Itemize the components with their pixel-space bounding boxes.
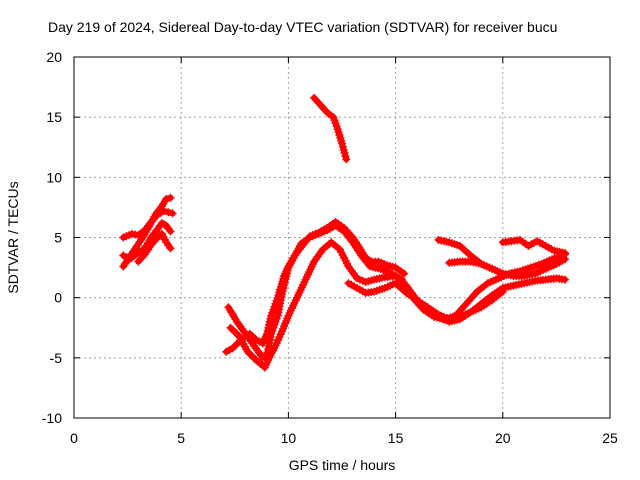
y-tick-label: 15: [46, 109, 62, 125]
data-marks: [119, 93, 569, 372]
data-point: [166, 227, 175, 236]
data-point: [162, 195, 171, 203]
x-tick-label: 0: [70, 430, 78, 446]
y-tick-label: 10: [46, 169, 62, 185]
series-arc8: [344, 274, 569, 324]
series-arc4: [134, 229, 175, 266]
axis-ticks: 0 5 10 15 20 25 -10 -5 0 5 10 15 20: [42, 49, 618, 446]
y-tick-label: 0: [54, 290, 62, 306]
data-point: [164, 208, 173, 217]
x-tick-label: 10: [281, 430, 297, 446]
x-axis-label: GPS time / hours: [289, 457, 396, 473]
chart-title: Day 219 of 2024, Sidereal Day-to-day VTE…: [48, 19, 557, 35]
series-arc12: [310, 93, 351, 164]
data-point: [168, 209, 177, 218]
data-point: [561, 275, 569, 284]
series-arc11: [498, 235, 569, 258]
series-arc10: [445, 255, 569, 280]
data-point: [166, 193, 175, 202]
data-point: [561, 249, 569, 258]
y-tick-label: 20: [46, 49, 62, 65]
data-point: [342, 155, 351, 164]
x-tick-label: 15: [388, 430, 404, 446]
data-point: [166, 244, 175, 253]
x-tick-label: 20: [495, 430, 511, 446]
y-axis-label: SDTVAR / TECUs: [5, 181, 21, 293]
x-tick-label: 25: [602, 430, 618, 446]
data-point: [400, 269, 409, 278]
y-tick-label: 5: [54, 230, 62, 246]
y-tick-label: -5: [50, 350, 63, 366]
series-arc2: [119, 193, 175, 271]
y-tick-label: -10: [42, 410, 62, 426]
x-tick-label: 5: [177, 430, 185, 446]
series-arc3: [119, 219, 175, 264]
